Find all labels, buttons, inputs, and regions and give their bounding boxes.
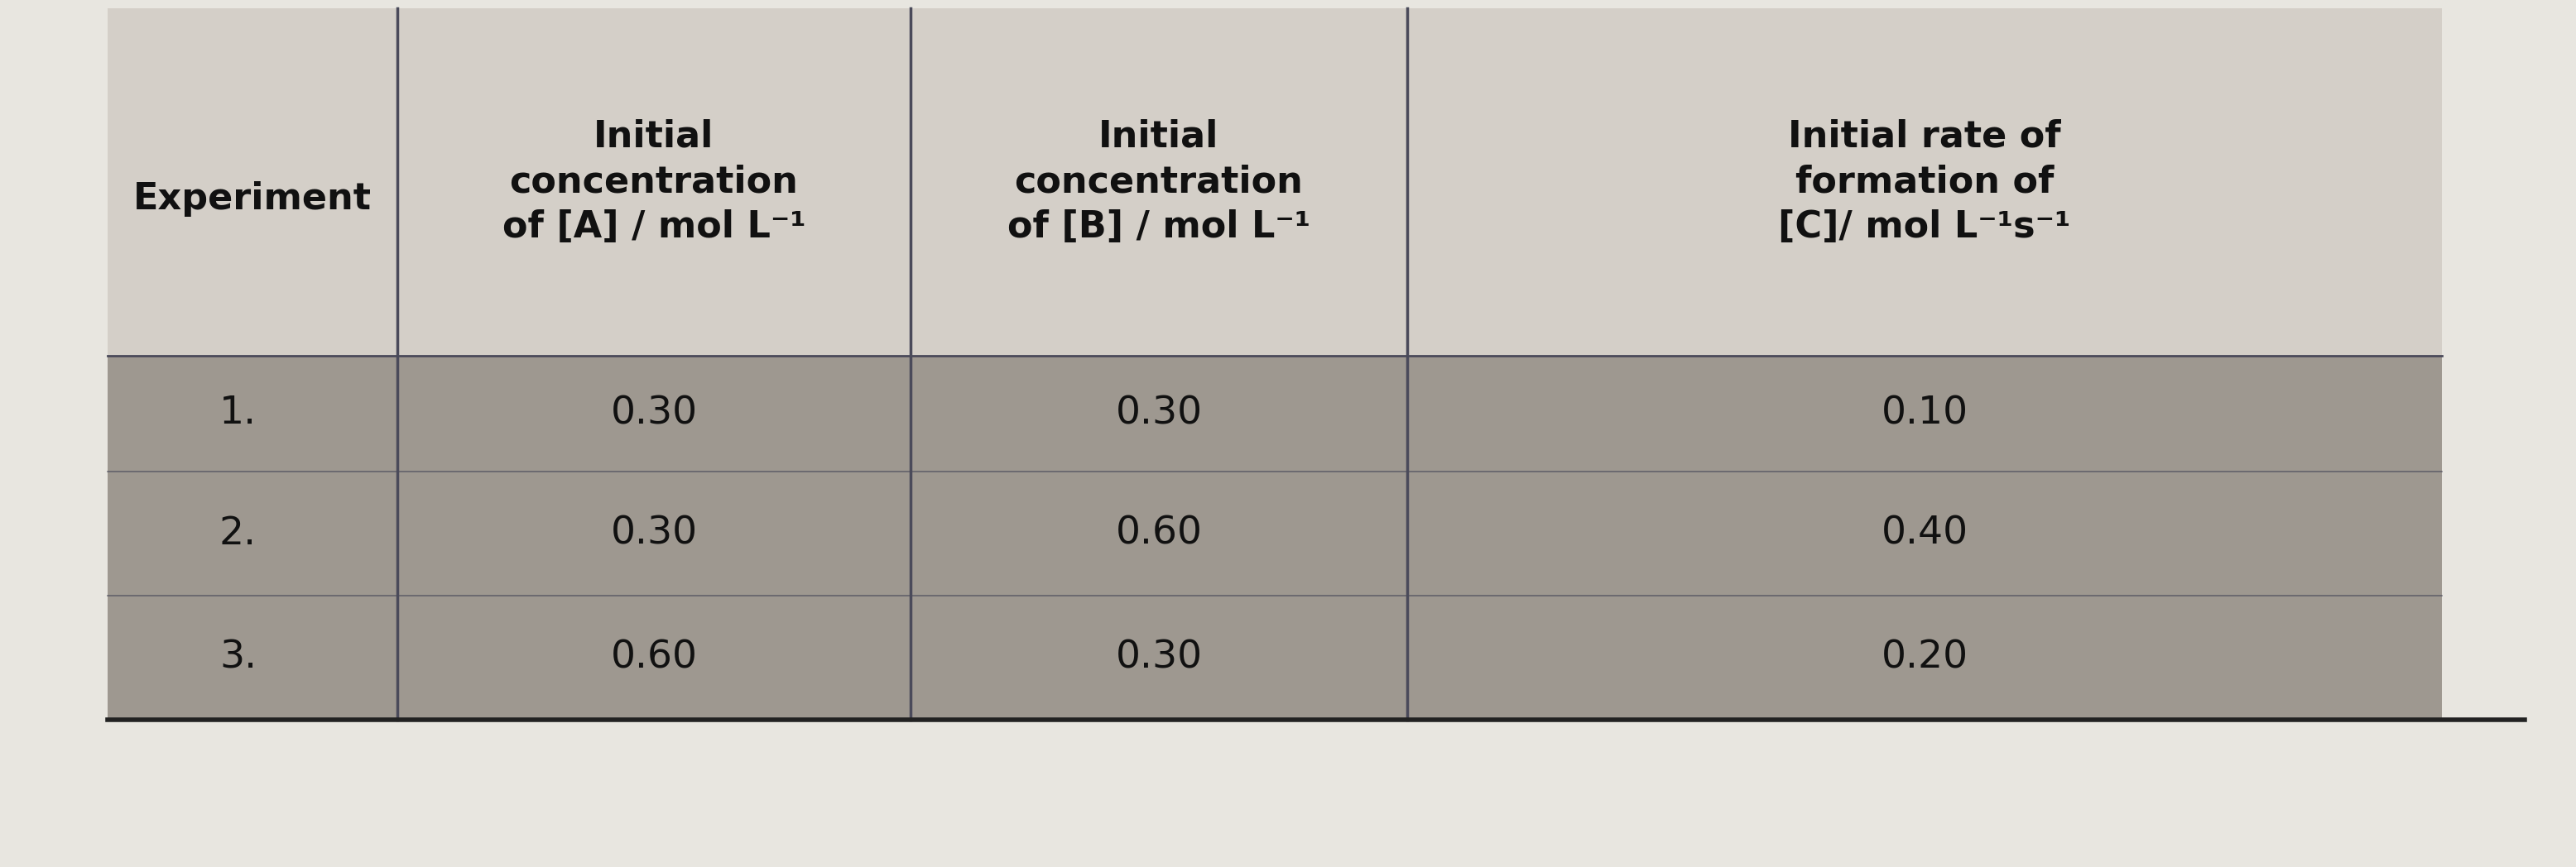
Text: Initial
concentration
of [A] / mol L⁻¹: Initial concentration of [A] / mol L⁻¹ (502, 119, 806, 245)
Text: 0.10: 0.10 (1880, 395, 1968, 433)
Text: 0.60: 0.60 (1115, 515, 1203, 552)
Bar (108, 355, 2442, 472)
Text: Initial rate of
formation of
[C]/ mol L⁻¹s⁻¹: Initial rate of formation of [C]/ mol L⁻… (1777, 119, 2071, 245)
Text: Initial
concentration
of [B] / mol L⁻¹: Initial concentration of [B] / mol L⁻¹ (1007, 119, 1311, 245)
Text: 0.30: 0.30 (611, 515, 698, 552)
Text: 2.: 2. (219, 515, 258, 552)
Text: 3.: 3. (219, 639, 258, 676)
Text: 1.: 1. (219, 395, 258, 433)
Text: 0.40: 0.40 (1880, 515, 1968, 552)
Text: Experiment: Experiment (134, 180, 371, 217)
Text: 0.30: 0.30 (1115, 395, 1203, 433)
Text: 0.20: 0.20 (1880, 639, 1968, 676)
Text: 0.30: 0.30 (1115, 639, 1203, 676)
Text: 0.60: 0.60 (611, 639, 698, 676)
Bar (108, 596, 2442, 720)
Bar (108, 472, 2442, 596)
Text: 0.30: 0.30 (611, 395, 698, 433)
Bar (108, 9, 2442, 355)
